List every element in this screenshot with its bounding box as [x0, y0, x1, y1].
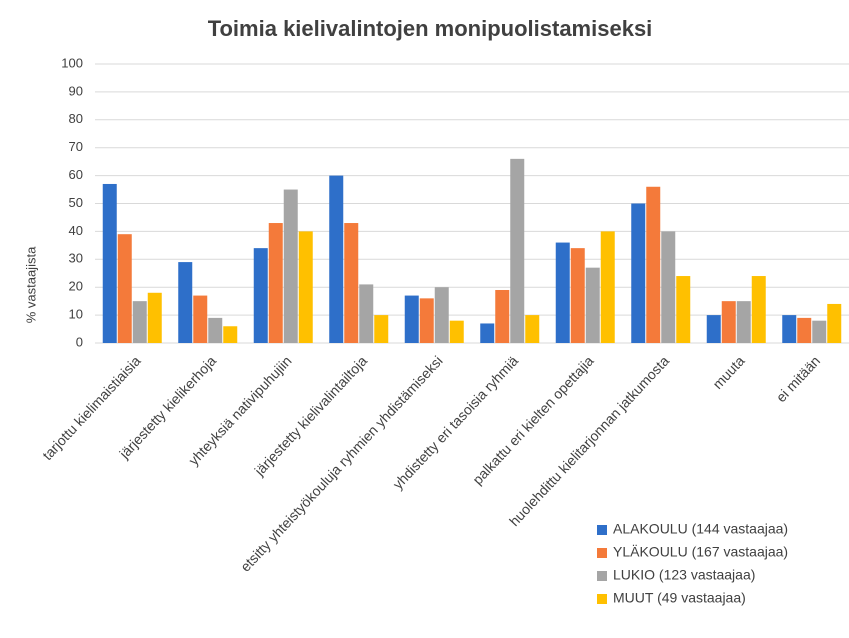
y-tick-label: 40: [69, 223, 83, 238]
bar: [600, 231, 615, 343]
bar: [631, 203, 646, 343]
y-tick-label: 80: [69, 111, 83, 126]
x-tick-label: palkattu eri kielten opettajia: [469, 353, 597, 488]
y-tick-label: 60: [69, 167, 83, 182]
bar: [555, 242, 570, 343]
bar: [419, 298, 434, 343]
x-tick-label: huolehdittu kielitarjonnan jatkumosta: [506, 353, 672, 530]
bar: [117, 234, 132, 343]
bar: [736, 301, 751, 343]
y-tick-label: 70: [69, 139, 83, 154]
legend-swatch: [597, 594, 607, 604]
bar: [812, 320, 827, 343]
bar: [570, 248, 585, 343]
bar: [525, 315, 540, 343]
x-tick-label: muuta: [709, 353, 747, 393]
bar: [827, 303, 842, 343]
bar: [253, 248, 268, 343]
bar: [721, 301, 736, 343]
bar: [797, 317, 812, 343]
bar: [706, 315, 721, 343]
legend-label: ALAKOULU (144 vastaajaa): [613, 521, 788, 537]
bar: [268, 223, 283, 343]
bar: [298, 231, 313, 343]
bar: [374, 315, 389, 343]
legend-label: LUKIO (123 vastaajaa): [613, 567, 755, 583]
bar: [329, 175, 344, 343]
bar: [751, 276, 766, 343]
y-tick-label: 30: [69, 251, 83, 266]
legend-label: YLÄKOULU (167 vastaajaa): [613, 544, 788, 560]
y-tick-label: 20: [69, 279, 83, 294]
bar: [147, 292, 162, 343]
bar: [223, 326, 238, 343]
y-tick-label: 50: [69, 195, 83, 210]
bar: [359, 284, 374, 343]
legend-swatch: [597, 548, 607, 558]
bar: [661, 231, 676, 343]
bar: [208, 317, 223, 343]
bar: [646, 186, 661, 343]
y-tick-label: 100: [61, 55, 83, 70]
bar: [676, 276, 691, 343]
bar: [449, 320, 464, 343]
bar: [404, 295, 419, 343]
y-tick-label: 0: [76, 334, 83, 349]
chart-title: Toimia kielivalintojen monipuolistamisek…: [208, 16, 653, 41]
bar: [480, 323, 495, 343]
bar: [193, 295, 208, 343]
x-tick-label: yhdistetty eri tasoisia ryhmiä: [390, 353, 522, 493]
bar: [102, 183, 117, 343]
x-tick-label: ei mitään: [773, 353, 823, 405]
bar: [510, 158, 525, 343]
bar: [585, 267, 600, 343]
legend-swatch: [597, 525, 607, 535]
y-axis-label: % vastaajista: [23, 246, 38, 323]
bar: [344, 223, 359, 343]
legend-swatch: [597, 571, 607, 581]
bar: [434, 287, 449, 343]
bar: [132, 301, 147, 343]
legend-label: MUUT (49 vastaajaa): [613, 590, 746, 606]
bar: [782, 315, 797, 343]
bar: [283, 189, 298, 343]
bar: [178, 262, 193, 343]
y-tick-label: 10: [69, 307, 83, 322]
y-tick-label: 90: [69, 83, 83, 98]
bar: [495, 289, 510, 343]
